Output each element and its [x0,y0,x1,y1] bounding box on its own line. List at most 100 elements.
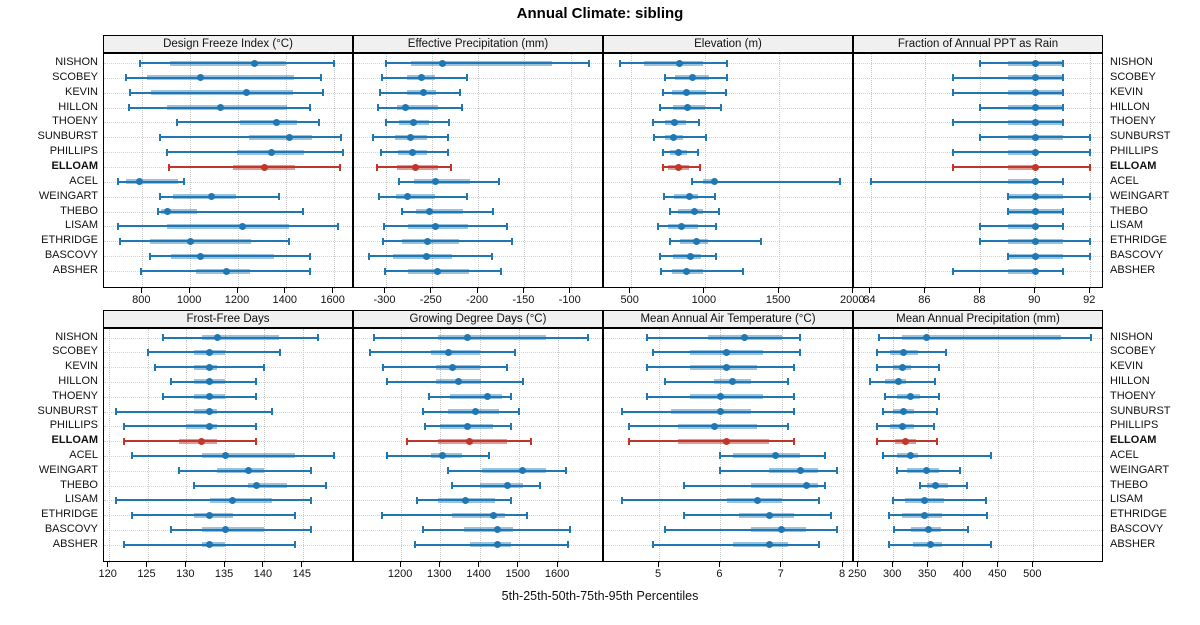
whisker-cap-low-series-weingart-design-freeze-index-c [159,193,162,201]
station-label-left-nishon: NISHON [55,330,98,343]
row-gridline [604,77,854,79]
x-axis-tick-label: 800 [132,294,151,306]
station-label-right-ethridge: ETHRIDGE [1110,508,1167,521]
median-dot-series-hillon-frost-free-days [206,378,214,386]
station-label-right-hillon: HILLON [1110,100,1150,113]
whisker-cap-low-series-bascovy-mean-annual-air-temperature-c [664,526,667,534]
station-label-right-sunburst: SUNBURST [1110,404,1171,417]
station-label-right-lisam: LISAM [1110,219,1144,232]
whisker-cap-high-series-acel-frost-free-days [332,452,335,460]
whisker-cap-high-series-elloam-frost-free-days [255,437,258,445]
x-gridline [478,54,480,289]
x-axis-tick [262,562,264,567]
whisker-cap-low-series-phillips-fraction-of-annual-ppt-as-rain [951,148,954,156]
whisker-line-series-absher-mean-annual-air-temperature-c [653,543,819,546]
x-axis-tick-label: 500 [620,294,639,306]
row-gridline [854,107,1104,109]
row-gridline [854,241,1104,243]
whisker-line-series-weingart-frost-free-days [178,469,311,472]
row-gridline [854,256,1104,258]
median-dot-series-hillon-fraction-of-annual-ppt-as-rain [1031,104,1039,112]
whisker-cap-low-series-hillon-mean-annual-air-temperature-c [664,378,667,386]
whisker-cap-high-series-sunburst-design-freeze-index-c [339,133,342,141]
x-axis-tick [236,288,238,293]
x-axis-tick-label: 1200 [224,294,250,306]
whisker-cap-high-series-hillon-fraction-of-annual-ppt-as-rain [1061,104,1064,112]
whisker-line-series-bascovy-effective-precipitation-mm [368,255,492,258]
row-gridline [854,411,1104,413]
x-axis-tick-label: 250 [848,568,867,580]
x-axis-tick [657,562,659,567]
whisker-line-series-kevin-design-freeze-index-c [130,91,323,94]
station-label-left-acel: ACEL [69,448,98,461]
x-gridline [659,329,661,563]
whisker-line-series-scobey-growing-degree-days-c [369,351,515,354]
whisker-cap-high-series-lisam-design-freeze-index-c [337,222,340,230]
iqr-band-series-weingart-frost-free-days [217,468,264,474]
median-dot-series-ethridge-frost-free-days [206,511,214,519]
whisker-cap-high-series-sunburst-mean-annual-precipitation-mm [935,408,938,415]
whisker-line-series-kevin-elevation-m [663,91,727,94]
whisker-cap-low-series-thoeny-growing-degree-days-c [427,393,430,401]
x-axis-tick-label: -150 [512,294,535,306]
median-dot-series-sunburst-effective-precipitation-mm [407,133,414,141]
median-dot-series-sunburst-mean-annual-precipitation-mm [900,408,908,415]
x-gridline [302,329,304,563]
whisker-line-series-hillon-mean-annual-precipitation-mm [870,380,936,383]
iqr-band-series-weingart-mean-annual-air-temperature-c [769,468,819,474]
x-axis-tick-label: 8 [838,568,846,580]
whisker-cap-high-series-bascovy-frost-free-days [309,526,312,534]
whisker-line-series-bascovy-fraction-of-annual-ppt-as-rain [1007,255,1091,258]
whisker-cap-low-series-sunburst-fraction-of-annual-ppt-as-rain [979,133,982,141]
whisker-line-series-absher-elevation-m [661,270,743,272]
whisker-cap-high-series-elloam-growing-degree-days-c [529,437,532,445]
whisker-cap-high-series-thoeny-growing-degree-days-c [510,393,512,401]
whisker-cap-high-series-scobey-mean-annual-precipitation-mm [944,348,947,356]
whisker-cap-high-series-kevin-design-freeze-index-c [321,89,324,97]
median-dot-series-bascovy-frost-free-days [221,526,229,534]
x-axis-tick-label: 90 [1028,294,1041,306]
whisker-cap-low-series-acel-mean-annual-air-temperature-c [719,452,722,460]
x-axis-tick-label: 1000 [176,294,202,306]
x-axis-tick [384,288,385,293]
median-dot-series-weingart-frost-free-days [244,467,252,475]
whisker-line-series-hillon-frost-free-days [170,380,257,383]
median-dot-series-nishon-design-freeze-index-c [251,59,259,67]
whisker-line-series-thebo-frost-free-days [194,484,327,487]
whisker-cap-high-series-elloam-mean-annual-precipitation-mm [935,437,938,445]
median-dot-series-elloam-mean-annual-precipitation-mm [901,437,909,445]
median-dot-series-hillon-growing-degree-days-c [454,378,462,386]
median-dot-series-scobey-effective-precipitation-mm [418,74,426,82]
iqr-band-series-thebo-elevation-m [678,209,704,215]
whisker-cap-high-series-lisam-elevation-m [715,222,717,230]
whisker-cap-high-series-absher-growing-degree-days-c [566,541,569,549]
station-label-right-acel: ACEL [1110,448,1139,461]
row-gridline [604,107,854,109]
whisker-cap-low-series-weingart-frost-free-days [177,467,180,475]
whisker-line-series-acel-frost-free-days [132,454,334,457]
x-axis-tick-label: 5 [655,568,662,580]
whisker-cap-low-series-weingart-elevation-m [663,193,666,201]
x-gridline [263,329,265,563]
row-gridline [854,396,1104,398]
whisker-cap-low-series-bascovy-design-freeze-index-c [148,252,151,260]
iqr-band-series-lisam-fraction-of-annual-ppt-as-rain [1007,223,1036,229]
station-label-left-bascovy: BASCOVY [44,249,98,262]
median-dot-series-kevin-effective-precipitation-mm [419,89,427,97]
whisker-cap-low-series-ethridge-elevation-m [669,237,671,245]
iqr-band-series-ethridge-design-freeze-index-c [149,238,252,244]
whisker-cap-low-series-thoeny-design-freeze-index-c [176,118,178,126]
x-gridline [333,54,335,289]
x-gridline [781,329,783,563]
median-dot-series-lisam-design-freeze-index-c [239,222,247,230]
median-dot-series-kevin-elevation-m [682,89,690,97]
row-gridline [854,63,1104,64]
row-gridline [354,167,604,168]
whisker-cap-low-series-thoeny-mean-annual-air-temperature-c [645,393,648,401]
iqr-band-series-ethridge-frost-free-days [194,512,233,518]
median-dot-series-kevin-mean-annual-precipitation-mm [898,363,906,371]
median-dot-series-thebo-growing-degree-days-c [503,482,511,489]
x-axis-tick-label: 145 [292,568,311,580]
median-dot-series-acel-growing-degree-days-c [438,452,446,460]
